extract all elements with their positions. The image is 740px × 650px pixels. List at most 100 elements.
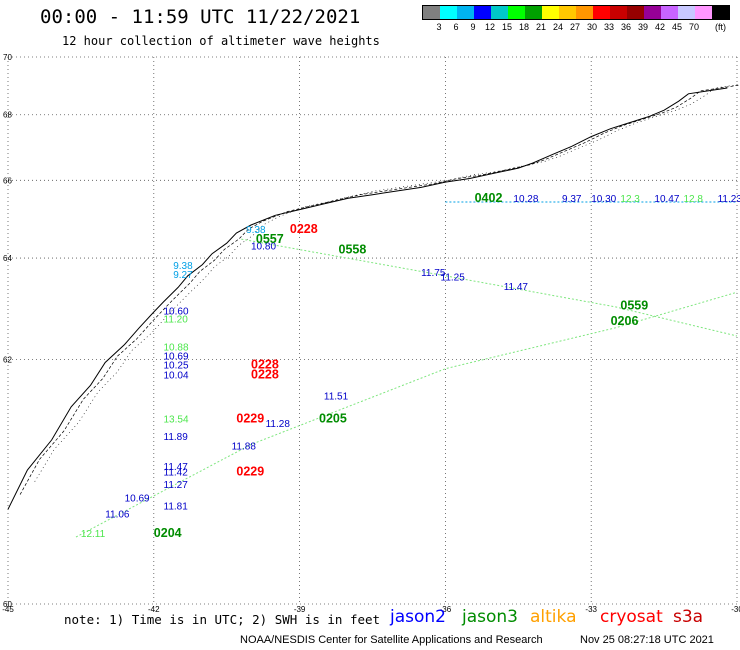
wave-height-label: 11.88 (232, 441, 257, 452)
pass-time-label: 0229 (236, 412, 264, 426)
wave-height-label: 9.38 (246, 225, 266, 236)
legend-tick-label: 18 (518, 22, 530, 32)
pass-time-labels: 0402022805570558055902060228022802050229… (154, 191, 648, 540)
pass-time-label: 0229 (236, 465, 264, 479)
wave-height-label: 10.28 (513, 194, 538, 205)
wave-height-label: 9.37 (562, 194, 582, 205)
wave-height-label: 11.06 (105, 510, 130, 521)
legend-swatch (542, 6, 559, 19)
footer-credit: NOAA/NESDIS Center for Satellite Applica… (240, 634, 543, 646)
pass-time-label: 0228 (251, 368, 279, 382)
pass-time-label: 0206 (611, 314, 639, 328)
legend-swatch (661, 6, 678, 19)
units-note: note: 1) Time is in UTC; 2) SWH is in fe… (64, 612, 381, 627)
wave-height-label: 11.75 (421, 268, 446, 279)
latitude-tick-label: 70 (3, 53, 12, 62)
wave-height-label: 11.47 (504, 282, 529, 293)
wave-height-label: 13.54 (164, 415, 189, 426)
latitude-tick-label: 62 (3, 355, 12, 364)
legend-tick-label: 24 (552, 22, 564, 32)
wave-height-label: 11.27 (164, 480, 189, 491)
pass-time-label: 0205 (319, 412, 347, 426)
legend-swatch (440, 6, 457, 19)
wave-height-label: 11.28 (266, 419, 291, 430)
wave-height-label: 11.23 (718, 194, 740, 205)
axis-labels: 70 68 66 64 62 60-45 -42 -39 -36 -33 -30 (2, 53, 740, 614)
pass-time-label: 0557 (256, 232, 284, 246)
longitude-tick-label: -42 (148, 605, 160, 614)
satellite-track (241, 238, 738, 337)
satellite-legend-jason2: jason2 (390, 607, 446, 627)
pass-time-label: 0228 (251, 358, 279, 372)
legend-tick-label: 42 (654, 22, 666, 32)
pass-time-label: 0559 (620, 298, 648, 312)
latitude-tick-label: 64 (3, 254, 12, 263)
pass-time-label: 0228 (290, 222, 318, 236)
legend-tick-label: 9 (470, 22, 476, 32)
wave-height-label: 10.88 (164, 342, 189, 353)
legend-tick-labels: 3 6 9 12 15 18 21 24 27 30 33 36 39 42 45 70 (ft) (422, 20, 730, 34)
legend-swatches (422, 5, 730, 20)
longitude-tick-label: -45 (2, 605, 14, 614)
wave-height-color-legend: 3 6 9 12 15 18 21 24 27 30 33 36 39 42 45 70 (ft) (422, 5, 730, 34)
legend-tick-label: 21 (535, 22, 547, 32)
wave-height-label: 10.30 (591, 194, 616, 205)
pass-time-label: 0402 (475, 191, 503, 205)
legend-tick-label: 3 (436, 22, 442, 32)
wave-height-label: 10.60 (164, 307, 189, 318)
wave-height-label: 9.27 (173, 270, 193, 281)
satellite-legend-altika: altika (530, 607, 577, 627)
wave-height-label: 10.04 (164, 371, 189, 382)
wave-height-label: 11.42 (164, 468, 189, 479)
map-grid (7, 56, 738, 605)
wave-height-label: 10.69 (164, 351, 189, 362)
coastline-fjords (19, 84, 740, 495)
legend-tick-label: 70 (688, 22, 700, 32)
wave-height-label: 12.11 (81, 529, 106, 540)
legend-swatch (423, 6, 440, 19)
longitude-tick-label: -30 (731, 605, 740, 614)
page-title: 00:00 - 11:59 UTC 11/22/2021 (40, 6, 361, 28)
wave-height-label: 10.47 (654, 194, 679, 205)
legend-swatch (627, 6, 644, 19)
legend-swatch (525, 6, 542, 19)
greenland-coastline (7, 83, 740, 510)
legend-tick-label: 39 (637, 22, 649, 32)
coastline-outer (7, 87, 728, 510)
wave-height-label: 11.47 (164, 462, 189, 473)
legend-swatch (593, 6, 610, 19)
wave-height-label: 9.38 (173, 261, 193, 272)
legend-swatch (712, 6, 729, 19)
legend-swatch (610, 6, 627, 19)
pass-time-label: 0558 (339, 243, 367, 257)
coastline-inland (34, 83, 740, 482)
wave-height-label: 11.20 (164, 314, 189, 325)
wave-height-label: 11.89 (164, 432, 189, 443)
legend-tick-label: 33 (603, 22, 615, 32)
legend-tick-label: 30 (586, 22, 598, 32)
wave-height-label: 11.51 (324, 391, 349, 402)
latitude-tick-label: 60 (3, 600, 12, 609)
page-subtitle: 12 hour collection of altimeter wave hei… (62, 34, 380, 48)
legend-swatch (457, 6, 474, 19)
legend-swatch (695, 6, 712, 19)
legend-swatch (644, 6, 661, 19)
longitude-tick-label: -36 (440, 605, 452, 614)
wave-height-label: 10.69 (125, 494, 150, 505)
wave-height-label: 10.25 (164, 361, 189, 372)
legend-unit: (ft) (715, 22, 726, 32)
legend-tick-label: 15 (501, 22, 513, 32)
wave-height-label: 11.25 (441, 272, 466, 283)
satellite-legend-jason3: jason3 (462, 607, 518, 627)
wave-height-label: 12.8 (684, 194, 704, 205)
wave-height-label: 11.81 (164, 501, 189, 512)
wave-height-label: 10.80 (251, 242, 276, 253)
legend-swatch (491, 6, 508, 19)
wave-height-labels: 10.289.3710.3012.310.4712.811.2312.110.3… (81, 194, 740, 540)
latitude-tick-label: 68 (3, 111, 12, 120)
legend-swatch (678, 6, 695, 19)
legend-tick-label: 27 (569, 22, 581, 32)
longitude-tick-label: -33 (585, 605, 597, 614)
legend-tick-label: 6 (453, 22, 459, 32)
